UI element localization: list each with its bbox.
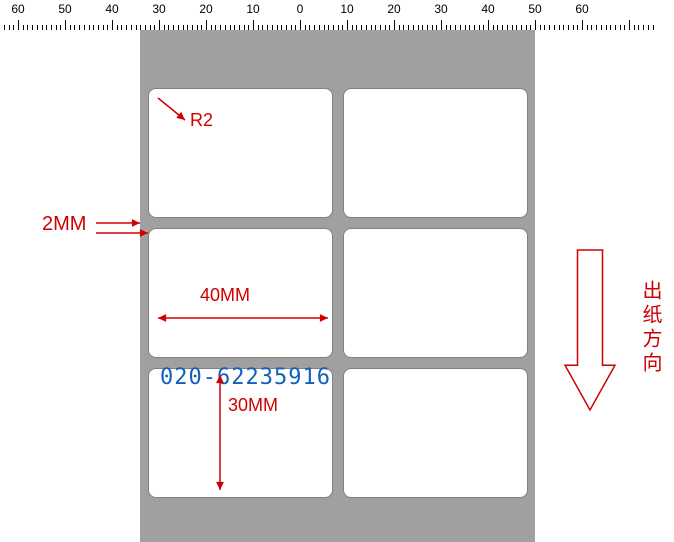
height-arrow bbox=[208, 363, 232, 502]
ruler-label: 10 bbox=[246, 2, 259, 16]
ruler-label: 60 bbox=[575, 2, 588, 16]
corner-radius-arrow bbox=[146, 86, 197, 132]
label-cell bbox=[343, 228, 528, 358]
width-annot: 40MM bbox=[200, 285, 250, 306]
feed-direction-arrow bbox=[555, 240, 625, 420]
ruler-label: 60 bbox=[11, 2, 24, 16]
label-cell bbox=[343, 88, 528, 218]
ruler: 60 50 40 30 20 10 0 10 20 30 40 50 60 bbox=[0, 0, 674, 30]
phone-number: 020-62235916 bbox=[160, 365, 331, 390]
ruler-label: 0 bbox=[297, 2, 304, 16]
gap-arrow-bottom bbox=[84, 221, 160, 245]
ruler-label: 50 bbox=[528, 2, 541, 16]
ruler-label: 20 bbox=[387, 2, 400, 16]
ruler-label: 10 bbox=[340, 2, 353, 16]
ruler-label: 50 bbox=[58, 2, 71, 16]
gap-annot: 2MM bbox=[42, 213, 86, 236]
height-annot: 30MM bbox=[228, 395, 278, 416]
ruler-label: 40 bbox=[481, 2, 494, 16]
ruler-label: 40 bbox=[105, 2, 118, 16]
label-cell bbox=[343, 368, 528, 498]
ruler-label: 20 bbox=[199, 2, 212, 16]
ruler-label: 30 bbox=[152, 2, 165, 16]
ruler-label: 30 bbox=[434, 2, 447, 16]
width-arrow bbox=[146, 306, 340, 330]
feed-direction-label: 出纸方向 bbox=[636, 280, 665, 376]
